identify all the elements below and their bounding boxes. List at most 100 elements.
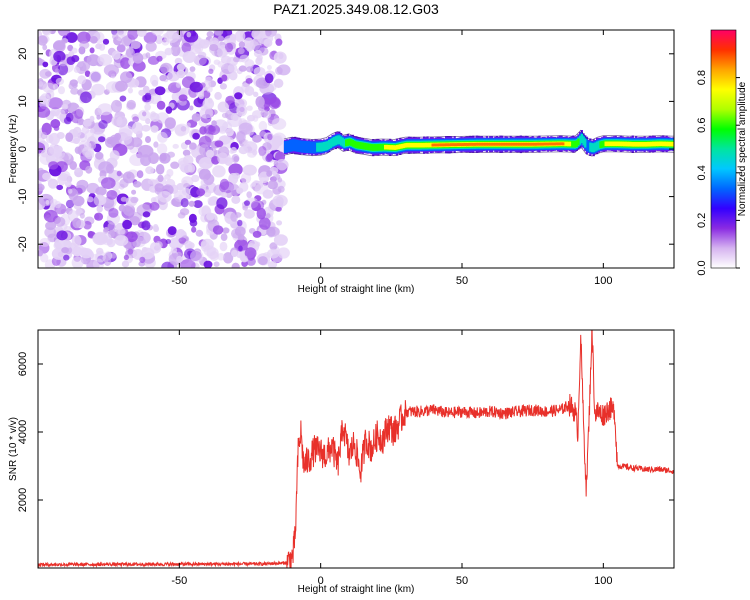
ridge-band [534,142,538,146]
ridge-band [445,143,448,147]
noise-speckle [234,30,246,43]
noise-speckle [150,197,157,204]
noise-speckle [179,208,190,216]
snr-panel: -50 0 50 100 2000 4000 6000 Height of straight… [8,329,675,595]
ridge-band [429,142,433,148]
noise-speckle [243,209,255,219]
noise-speckle [40,253,49,263]
noise-speckle [266,226,276,237]
noise-speckle [125,205,131,212]
noise-speckle [216,47,228,58]
colorbar-frame [710,29,737,269]
colorbar-gradient [711,30,736,268]
spectrogram-x-axis-label: Height of straight line (km) [298,284,415,295]
ridge-band [465,143,468,146]
noise-speckle [45,221,57,231]
noise-speckle [221,191,228,198]
noise-speckle [103,64,119,77]
noise-speckle [49,143,59,155]
noise-speckle [70,87,79,95]
ridge-band [540,142,543,146]
ridge-band [328,140,331,149]
ridge-band [516,142,519,146]
ridge-band [456,143,460,146]
ridge-band [331,137,334,147]
ridge-band [412,142,416,148]
ridge-band [395,144,399,150]
noise-speckle [112,33,119,40]
noise-speckle [95,151,104,160]
spectrogram-frame [37,29,675,269]
noise-speckle [217,252,225,261]
ridge-band [587,140,590,153]
noise-speckle [77,75,87,85]
noise-speckle [83,141,92,150]
ridge-band [538,142,541,146]
ridge-band [380,143,383,151]
ridge-band [596,141,599,151]
noise-speckle [66,56,76,65]
ridge-band [324,141,327,151]
noise-speckle [143,32,157,44]
ridge-band [550,142,553,146]
noise-speckle [105,136,117,148]
noise-speckle [265,213,271,219]
ridge-band [446,143,449,147]
noise-speckle [48,132,60,145]
noise-speckle [184,240,193,248]
ridge-band [397,144,400,150]
noise-speckle [43,209,58,223]
noise-speckle [72,246,83,257]
spectrogram-ridge [283,129,674,157]
ridge-band [560,142,563,146]
snr-y-axis-label: SNR (10 * v/v) [8,417,19,481]
noise-speckle [120,71,133,84]
colorbar-tick-label: 0.0 [696,260,708,275]
x-tick-label: -50 [171,575,187,587]
noise-speckle [231,195,241,204]
ridge-band [597,140,600,150]
ridge-band [504,142,507,146]
noise-speckle [277,185,285,193]
ridge-band [553,142,556,146]
noise-speckle [233,156,240,162]
ridge-band [434,143,438,147]
noise-speckle [155,34,164,45]
noise-speckle [183,154,194,166]
noise-speckle [144,103,151,111]
noise-speckle [78,46,85,55]
noise-speckle [227,63,238,73]
noise-speckle [273,234,288,246]
noise-speckle [117,228,126,235]
noise-speckle [89,115,95,122]
noise-speckle [98,136,106,143]
noise-speckle [220,233,228,242]
ridge-band [297,140,300,152]
ridge-band [462,143,465,146]
noise-speckle [97,103,113,116]
noise-speckle [129,216,140,226]
ridge-band [389,145,392,150]
x-tick-label: 0 [318,275,324,287]
ridge-band [341,137,344,147]
noise-speckle [246,66,254,73]
noise-speckle [154,241,163,249]
noise-speckle [234,239,249,252]
x-tick-label: 50 [456,575,468,587]
noise-speckle [114,235,129,246]
ridge-band [294,139,297,152]
noise-speckle [149,201,160,211]
ridge-band [336,135,339,145]
noise-speckle [150,125,159,133]
ridge-band [575,140,578,147]
noise-speckle [103,226,109,233]
ridge-band [361,142,365,150]
ridge-band [521,142,524,146]
noise-speckle [265,30,272,37]
ridge-band [611,141,614,147]
noise-speckle [246,191,252,199]
ridge-band [533,142,536,146]
x-tick-label: 0 [318,575,324,587]
ridge-band [400,143,404,149]
noise-speckle [244,247,257,260]
